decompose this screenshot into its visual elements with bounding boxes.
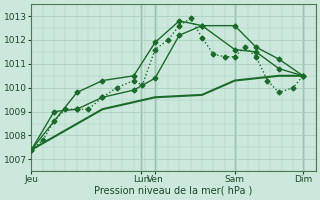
X-axis label: Pression niveau de la mer( hPa ): Pression niveau de la mer( hPa ) [94,186,253,196]
